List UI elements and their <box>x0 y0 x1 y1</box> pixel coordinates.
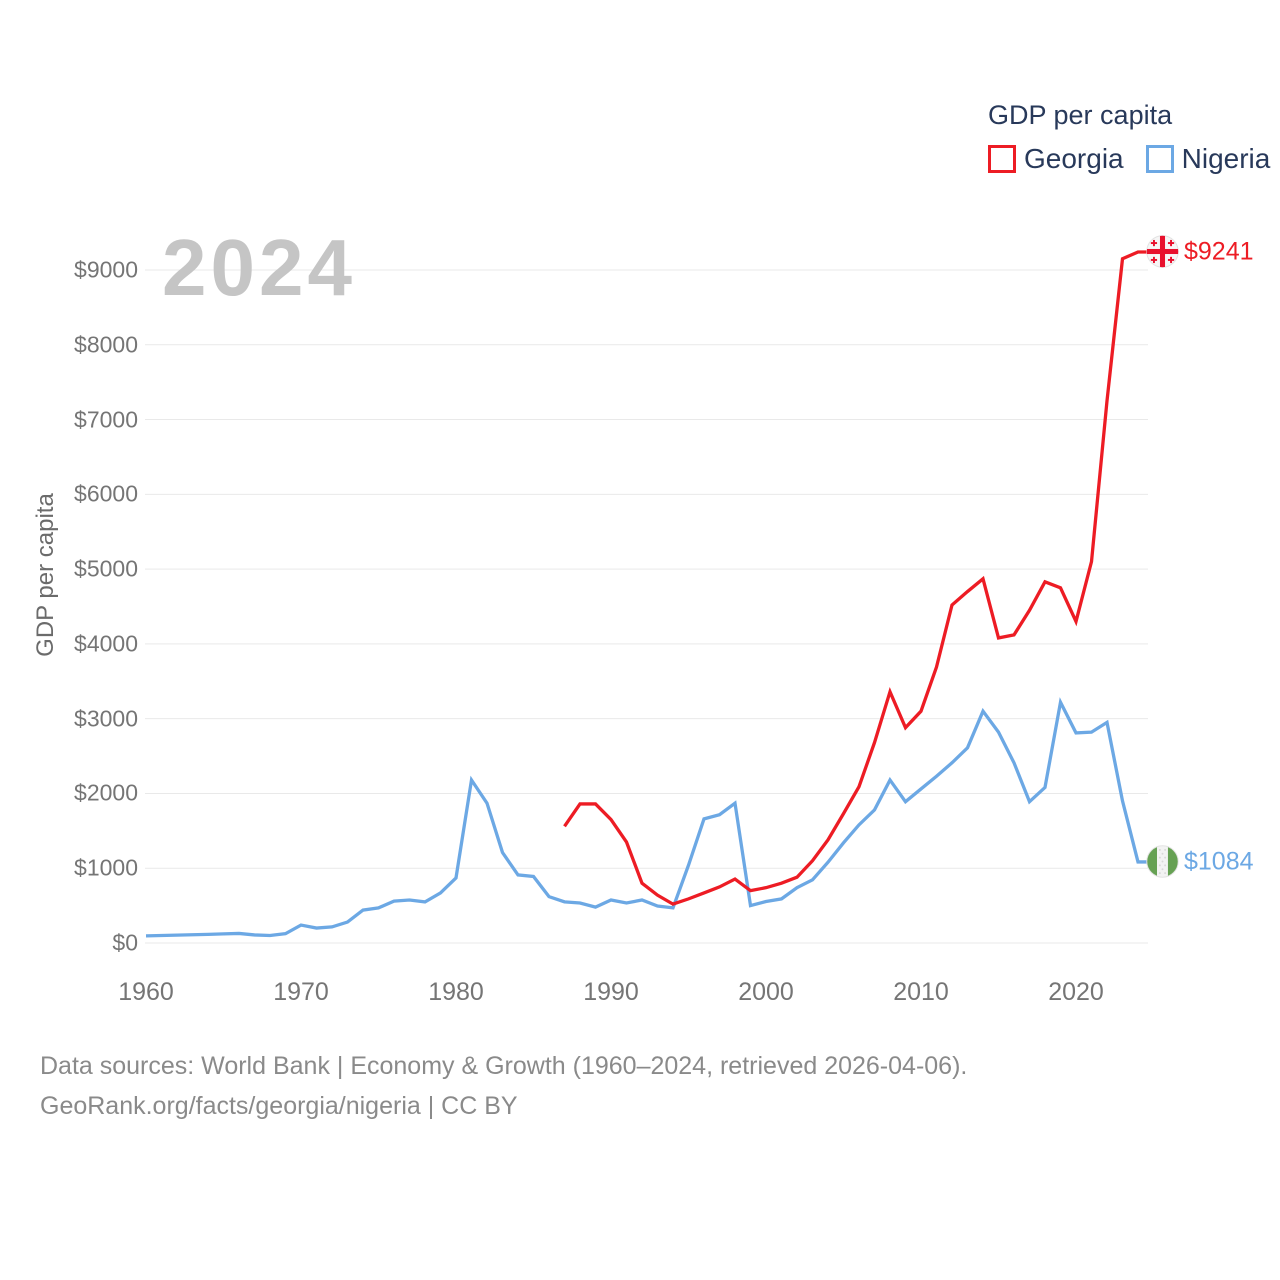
x-tick-label: 2000 <box>738 978 794 1006</box>
y-tick-label: $7000 <box>74 406 138 433</box>
legend-title: GDP per capita <box>988 100 1173 130</box>
legend-label-nigeria: Nigeria <box>1181 143 1271 174</box>
x-tick-label: 2020 <box>1048 978 1104 1006</box>
footer-sources-line: Data sources: World Bank | Economy & Gro… <box>40 1052 968 1080</box>
y-tick-label: $3000 <box>74 705 138 732</box>
x-tick-label: 1960 <box>118 978 174 1006</box>
x-tick-label: 1990 <box>583 978 639 1006</box>
y-tick-label: $9000 <box>74 256 138 283</box>
y-tick-label: $6000 <box>74 480 138 507</box>
y-tick-label: $5000 <box>74 555 138 582</box>
legend-item-georgia: Georgia <box>988 143 1124 175</box>
footer: Data sources: World Bank | Economy & Gro… <box>40 1046 967 1126</box>
y-axis-title: GDP per capita <box>32 493 59 657</box>
y-tick-label: $4000 <box>74 630 138 657</box>
x-tick-label: 2010 <box>893 978 949 1006</box>
y-tick-label: $2000 <box>74 779 138 806</box>
legend-items: Georgia Nigeria <box>988 143 1270 175</box>
x-tick-label: 1970 <box>273 978 329 1006</box>
georgia-swatch-icon <box>988 145 1016 173</box>
nigeria-flag-icon <box>1146 845 1179 879</box>
y-tick-label: $8000 <box>74 331 138 358</box>
legend-item-nigeria: Nigeria <box>1145 143 1271 175</box>
nigeria-swatch-icon <box>1145 145 1174 173</box>
x-tick-label: 1980 <box>428 978 484 1006</box>
georgia-end-value-label: $9241 <box>1184 237 1254 266</box>
legend: GDP per capita Georgia Nigeria <box>988 100 1270 175</box>
nigeria-end-value-label: $1084 <box>1184 847 1254 876</box>
nigeria-line <box>145 697 1147 938</box>
georgia-flag-icon <box>1146 235 1179 269</box>
footer-attribution-line: GeoRank.org/facts/georgia/nigeria | CC B… <box>40 1092 518 1120</box>
year-watermark: 2024 <box>162 223 356 312</box>
georgia-line <box>563 250 1147 906</box>
y-tick-label: $0 <box>112 929 138 956</box>
legend-label-georgia: Georgia <box>1024 143 1124 174</box>
y-tick-label: $1000 <box>74 854 138 881</box>
